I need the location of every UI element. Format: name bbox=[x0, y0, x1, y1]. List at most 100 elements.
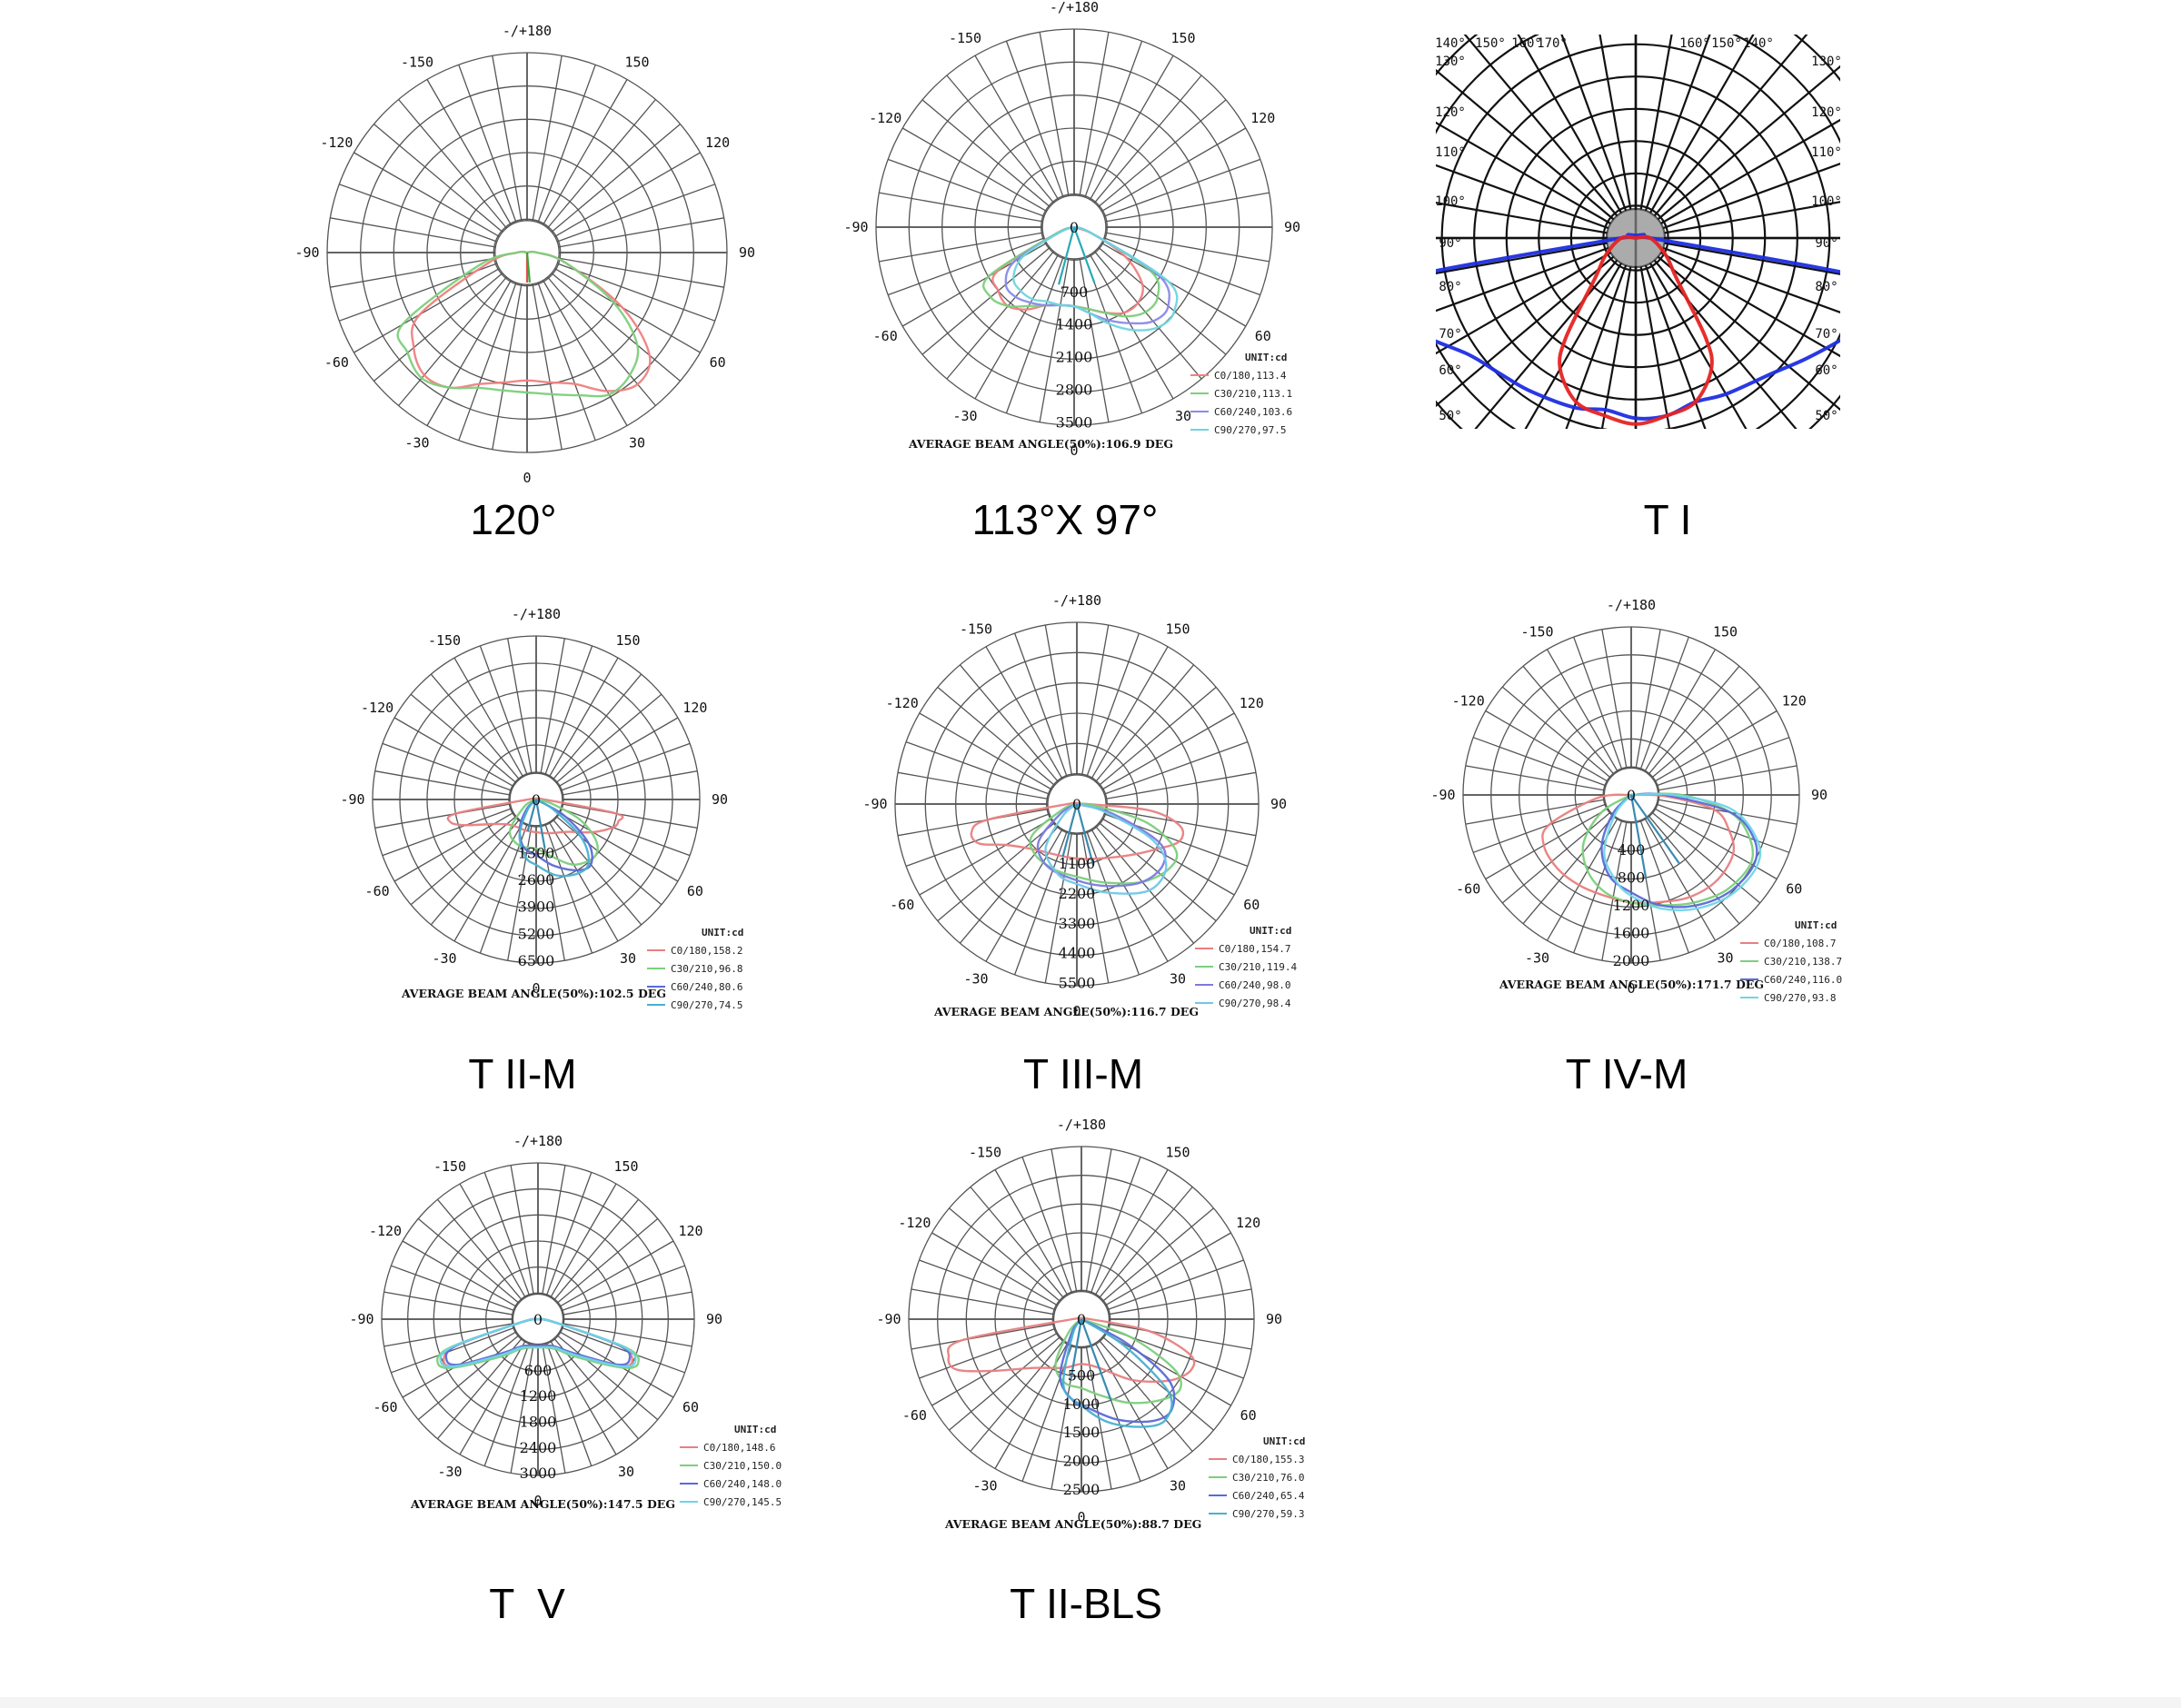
polar-grid-spoke bbox=[537, 65, 596, 223]
polar-grid-spoke bbox=[558, 217, 724, 248]
polar-grid-spoke bbox=[1657, 255, 1840, 412]
polar-grid-spoke bbox=[410, 693, 517, 783]
polar-grid-spoke bbox=[554, 268, 701, 353]
polar-angle-label: 60° bbox=[1815, 363, 1837, 378]
polar-grid-spoke bbox=[556, 184, 715, 243]
polar-grid-spoke bbox=[1098, 246, 1227, 355]
polar-grid-spoke bbox=[985, 829, 1063, 962]
polar-grid-spoke bbox=[556, 263, 715, 322]
polar-grid-spoke bbox=[1658, 765, 1798, 791]
caption-t2m: T II-M bbox=[468, 1050, 577, 1097]
polar-angle-label: 120° bbox=[1435, 105, 1466, 120]
polar-angle-label: 60 bbox=[710, 354, 726, 371]
polar-grid-spoke bbox=[374, 770, 511, 796]
polar-grid-spoke bbox=[897, 808, 1049, 837]
polar-angle-label: -120 bbox=[361, 700, 393, 716]
polar-grid-spoke bbox=[459, 1340, 526, 1455]
polar-grid-spoke bbox=[1601, 821, 1628, 961]
polar-grid-spoke bbox=[553, 819, 642, 926]
polar-spoke-1 bbox=[1072, 226, 1096, 283]
polar-grid-spoke bbox=[1039, 258, 1070, 422]
polar-angle-label: -/+180 bbox=[513, 1133, 563, 1149]
polar-series-2 bbox=[1036, 802, 1167, 888]
polar-grid-spoke bbox=[492, 55, 523, 222]
polar-grid-spoke bbox=[887, 237, 1045, 296]
polar-grid-spoke bbox=[1639, 266, 1671, 429]
polar-grid-spoke bbox=[1089, 253, 1174, 400]
polar-grid-spoke bbox=[1501, 811, 1611, 904]
polar-grid-spoke bbox=[959, 664, 1059, 782]
polar-grid-spoke bbox=[1651, 686, 1761, 779]
polar-spoke-1 bbox=[1080, 1318, 1112, 1401]
polar-series-3 bbox=[1011, 225, 1179, 332]
polar-grid-spoke bbox=[959, 826, 1059, 944]
polar-grid-spoke bbox=[383, 1291, 514, 1316]
polar-angle-label: 150° bbox=[1475, 36, 1506, 51]
polar-angle-label: 0 bbox=[523, 470, 531, 486]
polar-grid-spoke bbox=[1664, 242, 1840, 275]
polar-angle-label: 30 bbox=[1717, 949, 1733, 966]
polar-angle-label: -30 bbox=[952, 408, 977, 424]
polar-ring-label: 700 bbox=[1061, 283, 1089, 301]
polar-grid-spoke bbox=[1095, 826, 1195, 944]
polar-grid-spoke bbox=[1639, 819, 1689, 954]
polar-t1-clip-group bbox=[1436, 35, 1840, 429]
polar-angle-label: 120 bbox=[1782, 693, 1807, 710]
polar-grid-spoke bbox=[1044, 624, 1073, 776]
polar-ring-label: 2000 bbox=[1613, 952, 1650, 969]
polar-grid-spoke bbox=[937, 822, 1055, 922]
polar-grid-spoke bbox=[1472, 803, 1607, 853]
polar-spoke-0 bbox=[1061, 803, 1079, 858]
polar-grid-spoke bbox=[458, 65, 517, 223]
polar-grid-spoke bbox=[1436, 202, 1608, 234]
polar-grid-spoke bbox=[1099, 1187, 1193, 1299]
polar-grid-spoke bbox=[1546, 649, 1618, 772]
polar-grid-spoke bbox=[540, 638, 565, 774]
polar-grid-spoke bbox=[1103, 740, 1249, 795]
legend-entry: C30/210,150.0 bbox=[703, 1460, 782, 1472]
polar-angle-label: 140° bbox=[1435, 36, 1466, 51]
polar-grid-spoke bbox=[1436, 242, 1608, 274]
polar-angle-label: 130° bbox=[1435, 55, 1466, 69]
polar-angle-label: -30 bbox=[1525, 949, 1549, 966]
polar-ring-label: 1600 bbox=[1613, 924, 1650, 941]
polar-grid-spoke bbox=[1662, 246, 1840, 314]
polar-grid-spoke bbox=[436, 1198, 523, 1301]
polar-grid-spoke bbox=[550, 1340, 617, 1455]
polar-angle-label: -/+180 bbox=[512, 606, 561, 622]
polar-angle-label: -30 bbox=[972, 1478, 997, 1494]
polar-series-1 bbox=[1029, 802, 1179, 885]
polar-spoke-1 bbox=[1075, 803, 1095, 866]
polar-ring-label: 2800 bbox=[1056, 381, 1093, 398]
polar-spoke-1 bbox=[534, 799, 546, 849]
polar-grid-spoke bbox=[1472, 737, 1607, 787]
polar-angle-label: -30 bbox=[437, 1464, 462, 1480]
polar-grid-spoke bbox=[1436, 246, 1609, 313]
legend-unit: UNIT:cd bbox=[1263, 1435, 1305, 1447]
polar-grid-spoke bbox=[1656, 803, 1790, 853]
polar-grid-spoke bbox=[1635, 629, 1661, 769]
polar-grid-spoke bbox=[544, 645, 593, 776]
legend-entry: C90/270,145.5 bbox=[703, 1496, 782, 1508]
polar-grid-spoke bbox=[1639, 636, 1689, 770]
polar-grid-spoke bbox=[545, 1172, 593, 1296]
polar-ring-label: 0 bbox=[533, 1311, 543, 1328]
polar-grid-spoke bbox=[1656, 737, 1790, 787]
legend-entry: C30/210,113.1 bbox=[1214, 388, 1292, 400]
polar-grid-spoke bbox=[483, 1342, 531, 1466]
polar-angle-label: 140° bbox=[1743, 36, 1774, 51]
polar-ring-label: 1000 bbox=[1063, 1395, 1100, 1413]
polar-grid-spoke bbox=[1660, 118, 1840, 224]
polar-grid-spoke bbox=[919, 1327, 1056, 1379]
polar-angle-label: 0 bbox=[1077, 1509, 1085, 1525]
polar-grid-spoke bbox=[919, 1259, 1056, 1311]
polar-angle-label: 60° bbox=[1439, 363, 1461, 378]
polar-grid-spoke bbox=[1601, 629, 1628, 769]
polar-angle-label: -120 bbox=[1452, 693, 1485, 710]
polar-grid-spoke bbox=[931, 1232, 1059, 1306]
polar-grid-spoke bbox=[1104, 1332, 1231, 1406]
legend-entry: C30/210,76.0 bbox=[1232, 1472, 1304, 1484]
polar-grid-spoke bbox=[1436, 164, 1609, 230]
polar-grid-spoke bbox=[1099, 686, 1217, 786]
polar-grid-spoke bbox=[1093, 74, 1202, 204]
